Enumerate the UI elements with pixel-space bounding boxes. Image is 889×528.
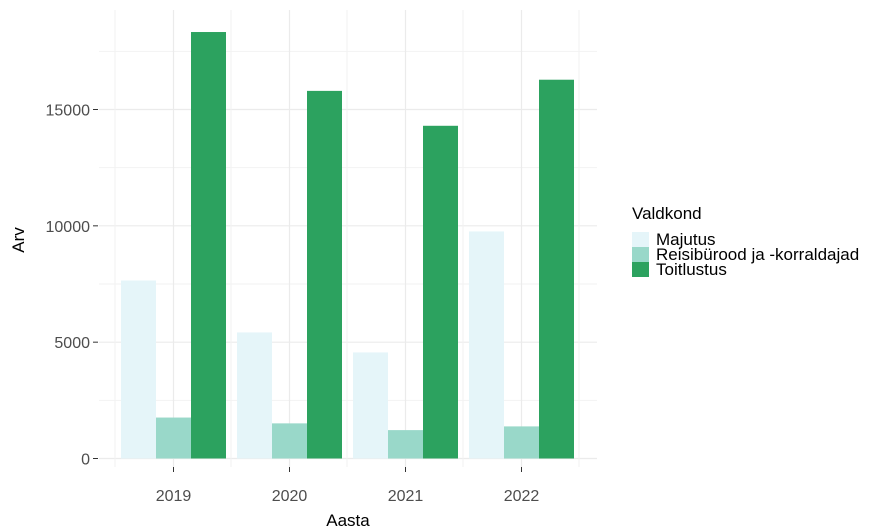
bar-2021-1	[353, 352, 388, 459]
y-axis: 0 5000 10000 15000	[46, 103, 98, 469]
bar-2019-2	[156, 417, 191, 459]
y-axis-title: Arv	[9, 227, 28, 253]
y-tick-label: 10000	[46, 219, 91, 236]
bar-2021-3	[423, 125, 458, 459]
y-tick-label: 5000	[54, 335, 90, 352]
grid-lines	[99, 10, 597, 467]
legend-key	[632, 232, 649, 247]
bars	[121, 32, 574, 459]
legend-key	[632, 262, 649, 277]
bar-2021-2	[388, 430, 423, 459]
bar-2020-3	[307, 90, 342, 459]
bar-2019-1	[121, 280, 156, 459]
x-tick-label: 2022	[504, 488, 540, 505]
bar-2020-2	[272, 423, 307, 459]
y-tick-label: 15000	[46, 103, 91, 120]
x-tick-label: 2020	[272, 488, 308, 505]
legend-label: Majutus	[656, 230, 716, 249]
bar-2022-3	[539, 79, 574, 459]
y-tick-label: 0	[81, 452, 90, 469]
x-tick-label: 2021	[388, 488, 424, 505]
x-tick-label: 2019	[156, 488, 192, 505]
x-axis: 2019 2020 2021 2022	[156, 467, 540, 505]
bar-2022-1	[469, 231, 504, 459]
bar-2019-3	[191, 32, 226, 459]
legend-key	[632, 247, 649, 262]
legend-label: Toitlustus	[656, 260, 727, 279]
legend-label: Reisibürood ja -korraldajad	[656, 245, 859, 264]
legend-title: Valdkond	[632, 204, 702, 223]
bar-2022-2	[504, 426, 539, 459]
x-axis-title: Aasta	[326, 511, 370, 528]
bar-2020-1	[237, 332, 272, 459]
